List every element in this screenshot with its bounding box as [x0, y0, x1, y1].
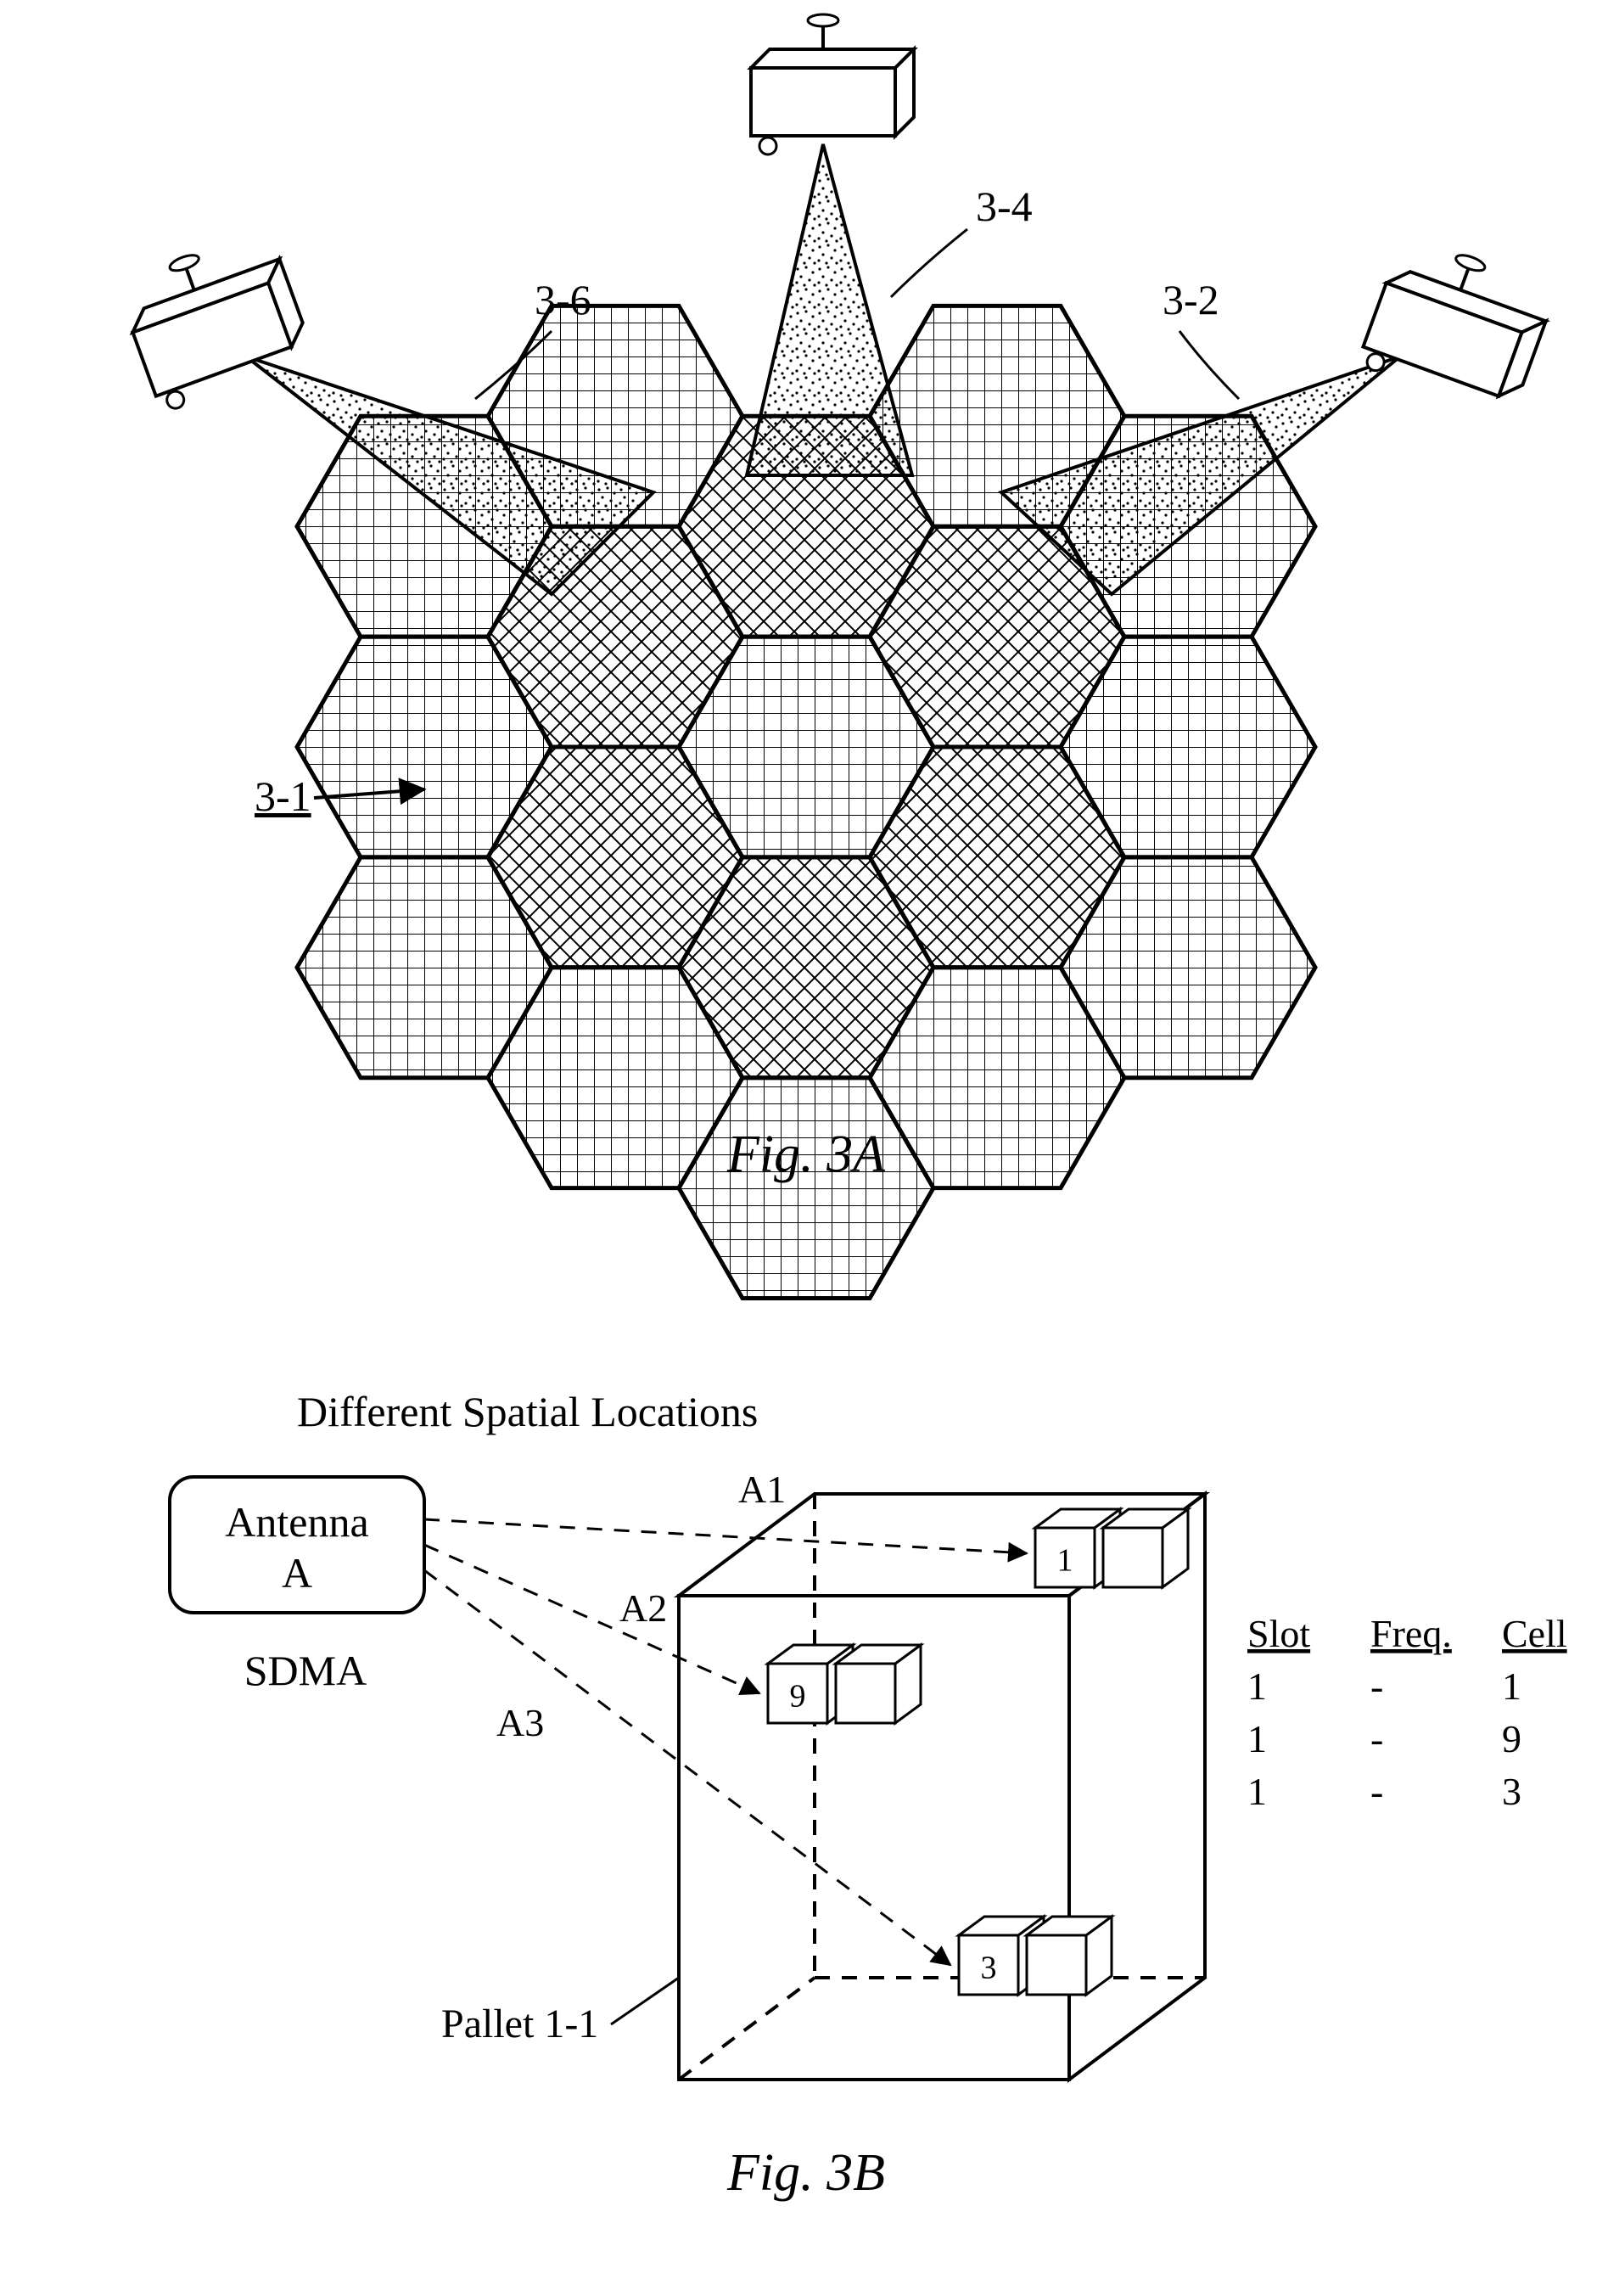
antenna-a-label: Antenna: [225, 1498, 368, 1546]
ray-label-A3: A3: [496, 1701, 544, 1744]
figure-3b: Different Spatial Locations AntennaA SDMA A…: [170, 1388, 1567, 2202]
antenna-icon: [751, 14, 914, 154]
table-cell: 3: [1502, 1770, 1521, 1813]
label-3-6: 3-6: [535, 276, 591, 323]
table-header: Slot: [1247, 1612, 1310, 1655]
table-cell: -: [1370, 1717, 1383, 1760]
table-header: Cell: [1502, 1612, 1567, 1655]
ray-A1: [424, 1519, 1027, 1553]
small-box-label: 1: [1057, 1542, 1073, 1578]
small-box-label: 3: [981, 1950, 997, 1985]
small-box: [836, 1645, 921, 1723]
ray-label-A1: A1: [738, 1468, 786, 1511]
ray-A3: [424, 1570, 950, 1965]
small-box: [1027, 1917, 1112, 1995]
ray-A2: [424, 1545, 759, 1693]
antenna-a-label: A: [282, 1549, 312, 1597]
sdma-label: SDMA: [244, 1647, 367, 1694]
table-cell: 1: [1247, 1770, 1267, 1813]
ray-label-A2: A2: [619, 1586, 667, 1630]
table-cell: 1: [1247, 1664, 1267, 1708]
small-box-label: 9: [790, 1678, 806, 1714]
small-box: [1103, 1509, 1188, 1587]
table-cell: 9: [1502, 1717, 1521, 1760]
caption-3b: Fig. 3B: [726, 2144, 885, 2202]
table-cell: -: [1370, 1770, 1383, 1813]
label-3-1: 3-1: [255, 772, 311, 820]
pallet-label: Pallet 1-1: [441, 2001, 598, 2046]
table-header: Freq.: [1370, 1612, 1452, 1655]
sdma-table: Slot Freq. Cell 1 - 1 1 - 9 1 - 3: [1247, 1612, 1567, 1813]
table-cell: 1: [1247, 1717, 1267, 1760]
caption-3a: Fig. 3A: [726, 1126, 886, 1183]
figure-3a: 3-4 3-6 3-2 3-1 Fig. 3A: [115, 14, 1558, 1299]
table-cell: 1: [1502, 1664, 1521, 1708]
label-3-4: 3-4: [976, 182, 1033, 230]
label-3-2: 3-2: [1163, 276, 1219, 323]
title-spatial-locations: Different Spatial Locations: [297, 1388, 758, 1435]
table-cell: -: [1370, 1664, 1383, 1708]
antenna-icon: [1357, 233, 1558, 420]
